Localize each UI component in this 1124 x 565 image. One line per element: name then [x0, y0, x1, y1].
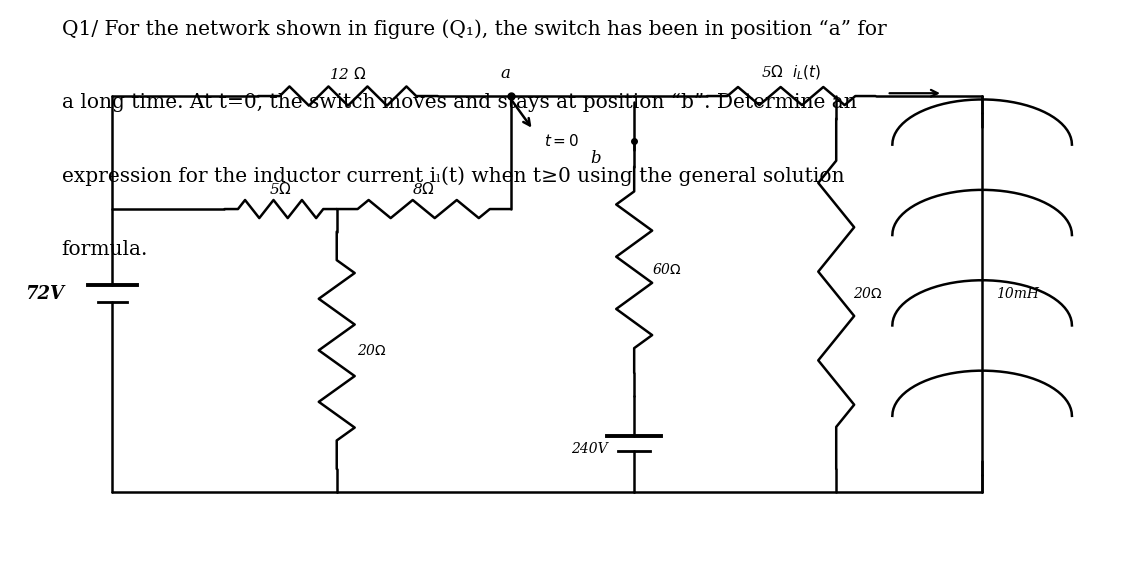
Text: 12 $\Omega$: 12 $\Omega$: [329, 66, 366, 82]
Text: b: b: [590, 150, 600, 167]
Text: formula.: formula.: [62, 240, 148, 259]
Text: a: a: [500, 65, 510, 82]
Text: 20$\Omega$: 20$\Omega$: [357, 343, 387, 358]
Text: 60$\Omega$: 60$\Omega$: [652, 262, 682, 277]
Text: expression for the inductor current iₗ(t) when t≥0 using the general solution: expression for the inductor current iₗ(t…: [62, 167, 844, 186]
Text: 10mH: 10mH: [996, 287, 1039, 301]
Text: a long time. At t=0, the switch moves and stays at position “b”. Determine an: a long time. At t=0, the switch moves an…: [62, 93, 856, 112]
Text: 8$\Omega$: 8$\Omega$: [413, 181, 435, 197]
Text: 5$\Omega$: 5$\Omega$: [269, 181, 292, 197]
Text: 20$\Omega$: 20$\Omega$: [853, 286, 882, 301]
Text: $t=0$: $t=0$: [544, 133, 580, 149]
Text: 5$\Omega$  $i_L(t)$: 5$\Omega$ $i_L(t)$: [761, 63, 822, 82]
Text: 72V: 72V: [26, 285, 64, 303]
Text: Q1/ For the network shown in figure (Q₁), the switch has been in position “a” fo: Q1/ For the network shown in figure (Q₁)…: [62, 20, 887, 40]
Text: 240V: 240V: [571, 442, 608, 456]
